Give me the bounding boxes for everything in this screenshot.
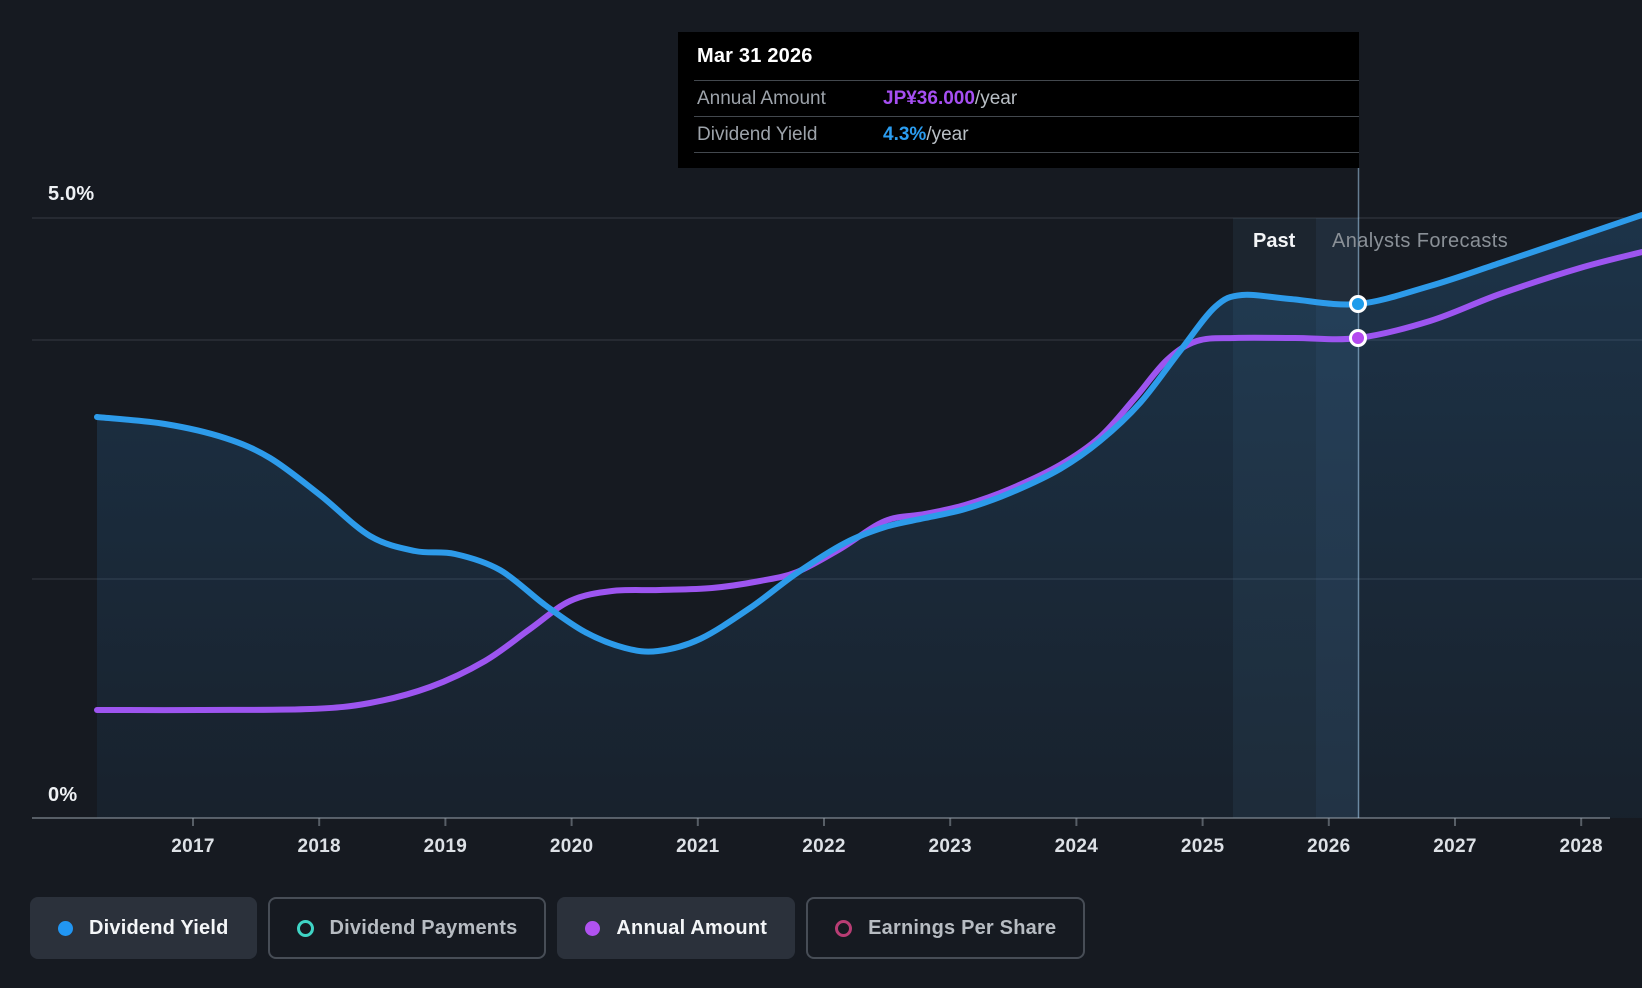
x-axis-year-label: 2027 [1433, 836, 1477, 857]
tooltip-unit: /year [974, 87, 1018, 109]
chart-legend: Dividend Yield Dividend Payments Annual Am… [30, 897, 1086, 959]
legend-dot-icon [58, 920, 73, 936]
y-axis-bottom-label: 0% [48, 784, 78, 806]
x-axis-year-label: 2019 [423, 836, 468, 857]
x-axis-year-label: 2018 [297, 836, 341, 857]
x-axis [32, 817, 1610, 826]
tooltip-row-dividend-yield: Dividend Yield 4.3% /year [694, 116, 1359, 152]
x-axis-year-label: 2026 [1307, 836, 1351, 857]
legend-label: Annual Amount [616, 916, 768, 939]
x-axis-year-label: 2024 [1054, 836, 1099, 857]
series-hover-marker[interactable] [1349, 295, 1367, 313]
x-axis-year-label: 2021 [676, 836, 720, 857]
tooltip-row-annual-amount: Annual Amount JP¥36.000 /year [694, 80, 1359, 116]
chart-tooltip: Mar 31 2026 Annual Amount JP¥36.000 /yea… [678, 32, 1359, 168]
legend-dot-icon [585, 920, 601, 936]
dividend-yield-area-fill [97, 215, 1642, 818]
x-axis-year-label: 2025 [1180, 836, 1225, 857]
y-axis-top-label: 5.0% [48, 183, 95, 205]
x-axis-year-label: 2023 [928, 836, 972, 857]
legend-ring-icon [296, 919, 314, 937]
legend-toggle-earnings-per-share[interactable]: Earnings Per Share [806, 897, 1086, 959]
tooltip-date: Mar 31 2026 [697, 44, 813, 67]
forecast-zone-label: Analysts Forecasts [1332, 230, 1509, 252]
legend-label: Earnings Per Share [868, 916, 1057, 939]
legend-toggle-annual-amount[interactable]: Annual Amount [557, 897, 796, 959]
tooltip-value: 4.3% [883, 123, 927, 145]
series-hover-marker[interactable] [1349, 329, 1367, 347]
annual-amount-line[interactable] [94, 249, 1642, 714]
legend-toggle-dividend-payments[interactable]: Dividend Payments [267, 897, 547, 959]
x-axis-year-label: 2017 [171, 836, 215, 857]
x-axis-year-label: 2028 [1559, 836, 1603, 857]
legend-toggle-dividend-yield[interactable]: Dividend Yield [30, 897, 257, 959]
legend-label: Dividend Yield [89, 916, 229, 939]
tooltip-unit: /year [926, 123, 969, 145]
x-axis-year-label: 2022 [802, 836, 846, 857]
past-zone-label: Past [1253, 230, 1296, 252]
legend-ring-icon [835, 919, 853, 937]
legend-label: Dividend Payments [329, 916, 518, 939]
tooltip-value: JP¥36.000 [883, 87, 975, 109]
tooltip-bottom-divider [694, 152, 1359, 169]
x-axis-year-label: 2020 [549, 836, 594, 857]
hover-point-markers[interactable] [1349, 295, 1367, 347]
dividend-yield-line[interactable] [94, 212, 1642, 655]
tooltip-label: Annual Amount [697, 87, 826, 109]
tooltip-label: Dividend Yield [697, 123, 818, 145]
